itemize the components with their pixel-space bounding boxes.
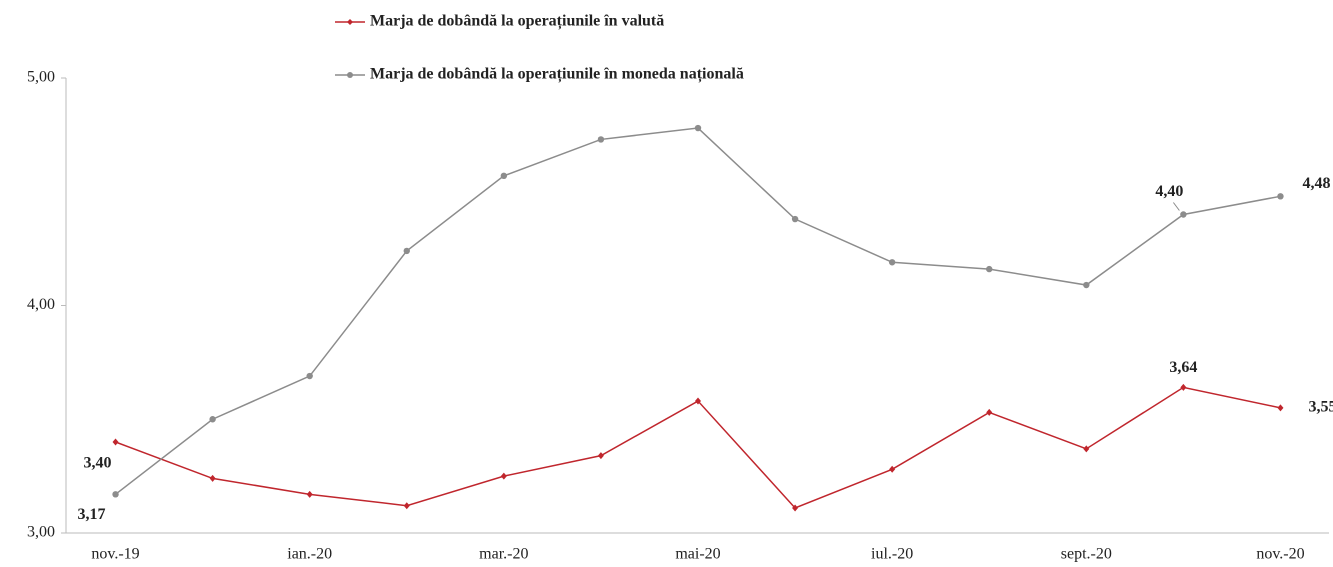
- data-label: 3,55: [1308, 399, 1333, 416]
- marker: [1083, 445, 1090, 453]
- legend-marker: [347, 19, 353, 25]
- marker: [403, 247, 410, 255]
- marker: [1277, 193, 1284, 200]
- line: [115, 386, 1281, 509]
- x-tick-label: iul.-20: [871, 546, 913, 563]
- x-tick-label: nov.-19: [91, 546, 139, 563]
- data-label: 3,40: [84, 455, 112, 472]
- marker: [1180, 211, 1187, 218]
- marker: [792, 504, 799, 512]
- marker: [597, 452, 604, 460]
- marker: [695, 397, 701, 405]
- marker: [209, 416, 216, 423]
- legend-label: Marja de dobândă la operațiunile în valu…: [370, 13, 664, 31]
- marker: [888, 259, 896, 266]
- marker: [889, 465, 896, 473]
- marker: [986, 408, 993, 416]
- y-tick-label: 3,00: [27, 524, 55, 541]
- y-tick-label: 4,00: [27, 296, 55, 313]
- marker: [306, 372, 313, 380]
- line: [115, 127, 1281, 495]
- legend-label: Marja de dobândă la operațiunile în mone…: [370, 66, 744, 84]
- leader-line: [1172, 202, 1180, 211]
- marker: [1083, 281, 1090, 289]
- marker: [112, 491, 119, 498]
- marker: [597, 136, 605, 143]
- x-tick-label: sept.-20: [1061, 546, 1112, 563]
- marker: [694, 124, 702, 132]
- marker: [209, 474, 216, 482]
- marker: [500, 472, 507, 480]
- legend-marker: [347, 72, 353, 78]
- data-label: 4,48: [1302, 175, 1330, 192]
- marker: [403, 502, 410, 510]
- x-tick-label: ian.-20: [287, 546, 332, 563]
- marker: [306, 490, 313, 498]
- data-label: 3,64: [1169, 359, 1197, 376]
- marker: [986, 265, 993, 273]
- marker: [1180, 383, 1187, 391]
- x-tick-label: mai-20: [675, 546, 720, 563]
- marker: [1277, 404, 1284, 412]
- y-tick-label: 5,00: [27, 69, 55, 86]
- marker: [112, 438, 119, 446]
- x-tick-label: mar.-20: [479, 546, 528, 563]
- data-label: 3,17: [78, 506, 106, 523]
- x-tick-label: nov.-20: [1256, 546, 1304, 563]
- data-label: 4,40: [1155, 183, 1183, 200]
- marker: [500, 172, 508, 180]
- marker: [791, 215, 799, 223]
